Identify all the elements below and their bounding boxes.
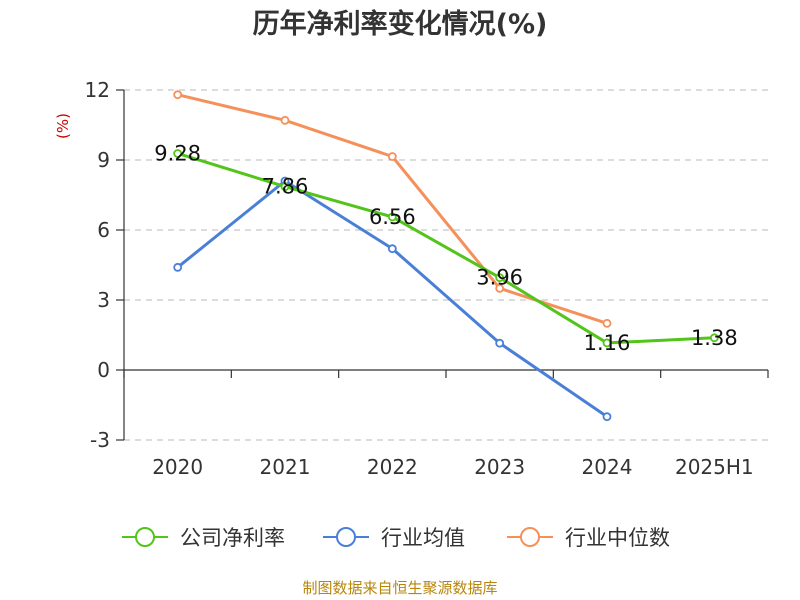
y-tick-label: 12 [85, 78, 110, 102]
data-point [495, 273, 505, 283]
y-tick-label: 6 [97, 218, 110, 242]
data-label: 1.16 [584, 331, 631, 355]
legend-label: 行业中位数 [565, 526, 670, 550]
data-point [280, 182, 290, 192]
data-label: 3.96 [476, 266, 523, 290]
data-point [387, 212, 397, 222]
x-tick-label: 2025H1 [675, 455, 754, 479]
grid [124, 89, 768, 441]
x-tick-label: 2024 [582, 455, 633, 479]
y-tick-label: 9 [97, 148, 110, 172]
y-tick-label: 3 [97, 288, 110, 312]
data-point [173, 149, 183, 158]
y-tick-label: 0 [97, 358, 110, 382]
data-point [602, 318, 612, 328]
legend-label: 行业均值 [381, 526, 465, 550]
data-labels: 9.28 7.86 6.56 3.96 1.16 1.38 [154, 141, 737, 354]
data-point [173, 262, 183, 272]
y-axis-unit: (%) [54, 113, 72, 139]
series-1 [173, 176, 612, 422]
series-0 [173, 149, 719, 348]
series-group: 9.28 7.86 6.56 3.96 1.16 1.38 [154, 90, 738, 422]
legend-item: 公司净利率 [122, 526, 285, 550]
data-point [709, 333, 719, 343]
legend-item: 行业均值 [323, 526, 465, 550]
axes: -3 0 3 6 9 12 2020 2021 2022 2023 2024 2025H1 [85, 78, 769, 479]
data-point [602, 338, 612, 348]
data-point [173, 90, 183, 100]
legend: 公司净利率 行业均值 行业中位数 [122, 526, 670, 550]
x-tick-label: 2020 [152, 455, 203, 479]
x-tick-label: 2023 [474, 455, 525, 479]
legend-marker [135, 527, 155, 547]
series-line [177, 152, 715, 345]
legend-label: 公司净利率 [180, 526, 285, 550]
legend-marker [520, 527, 540, 547]
data-point [387, 152, 397, 161]
y-tick-label: -3 [90, 428, 110, 452]
x-tick-label: 2021 [260, 455, 311, 479]
data-point [602, 412, 612, 422]
data-label: 7.86 [262, 175, 309, 199]
data-label: 6.56 [369, 205, 416, 229]
x-tick-label: 2022 [367, 455, 418, 479]
legend-marker [336, 527, 356, 547]
chart-title: 历年净利率变化情况(%) [253, 8, 548, 40]
data-label: 9.28 [154, 141, 201, 165]
data-label: 1.38 [691, 326, 738, 350]
data-point [495, 338, 505, 348]
data-point [495, 283, 505, 293]
data-point [387, 244, 397, 254]
source-note: 制图数据来自恒生聚源数据库 [302, 579, 497, 597]
data-point [280, 115, 290, 125]
legend-item: 行业中位数 [507, 526, 670, 550]
